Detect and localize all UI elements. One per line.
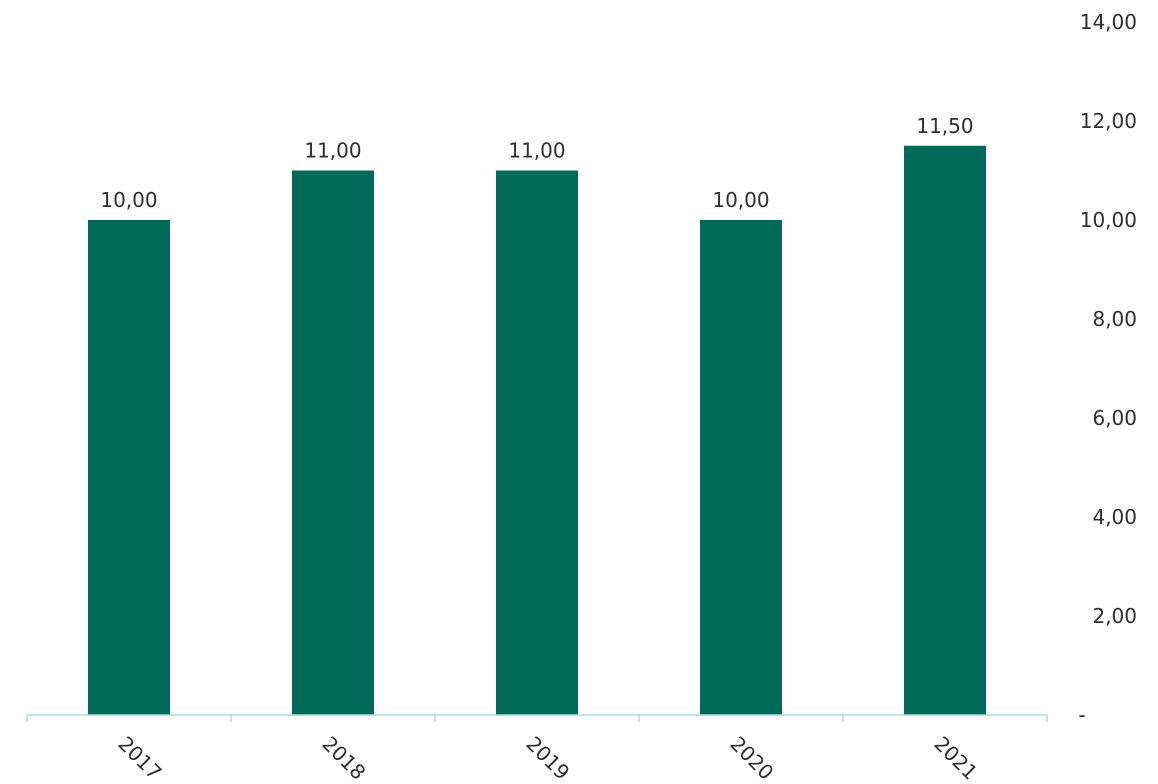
bars-group [88, 145, 986, 715]
data-label-2019: 11,00 [508, 139, 565, 163]
y-tick-label: 14,00 [1080, 10, 1137, 34]
data-label-2020: 10,00 [712, 188, 769, 212]
y-tick-label: 4,00 [1092, 505, 1137, 529]
y-tick-label: 10,00 [1080, 208, 1137, 232]
y-tick-label: 2,00 [1092, 604, 1137, 628]
bar-2021 [904, 145, 986, 715]
data-label-2017: 10,00 [100, 188, 157, 212]
y-tick-label: - [1078, 703, 1085, 727]
y-axis: - 2,00 4,00 6,00 8,00 10,00 12,00 14,00 [1078, 10, 1137, 727]
x-tick-label-2021: 2021 [929, 732, 982, 784]
bar-2018 [292, 170, 374, 715]
x-tick-label-2017: 2017 [113, 732, 166, 784]
bar-2019 [496, 170, 578, 715]
bar-2017 [88, 220, 170, 715]
x-axis: 2017 2018 2019 2020 2021 [26, 714, 1048, 784]
x-tick-label-2018: 2018 [317, 732, 370, 784]
y-tick-label: 8,00 [1092, 307, 1137, 331]
y-tick-label: 12,00 [1080, 109, 1137, 133]
x-tick-label-2020: 2020 [725, 732, 778, 784]
data-label-2018: 11,00 [304, 139, 361, 163]
x-tick-label-2019: 2019 [521, 732, 574, 784]
y-tick-label: 6,00 [1092, 406, 1137, 430]
bar-2020 [700, 220, 782, 715]
data-label-2021: 11,50 [916, 114, 973, 138]
data-labels-group: 10,00 11,00 11,00 10,00 11,50 [100, 114, 973, 212]
